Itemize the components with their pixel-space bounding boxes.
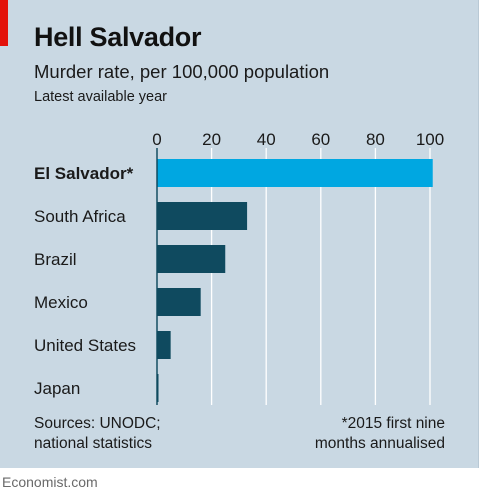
bar-chart: 0 20 40 60 80 100 El Salvador* South Africa Braz… — [34, 130, 444, 405]
footnote: *2015 first nine months annualised — [315, 414, 445, 454]
chart-subtitle-secondary: Latest available year — [34, 89, 167, 105]
footnote-line-2: months annualised — [314, 435, 445, 452]
x-tick-label: 60 — [311, 130, 330, 149]
source-line-2: national statistics — [34, 435, 153, 452]
category-label: Brazil — [34, 250, 77, 269]
bar — [157, 159, 433, 187]
economist-logo[interactable]: Economist.com — [2, 474, 98, 490]
bar — [157, 202, 248, 230]
source-note: Sources: UNODC; national statistics — [34, 414, 161, 454]
chart-panel — [0, 0, 479, 468]
category-label: Japan — [34, 379, 80, 398]
x-tick-label: 100 — [416, 130, 444, 149]
chart-title: Hell Salvador — [34, 22, 202, 52]
bar — [157, 288, 201, 316]
x-tick-label: 40 — [257, 130, 276, 149]
category-label: South Africa — [34, 207, 126, 226]
chart-subtitle: Murder rate, per 100,000 population — [34, 61, 330, 82]
x-tick-label: 0 — [152, 130, 161, 149]
category-label: El Salvador* — [34, 164, 134, 183]
category-label: Mexico — [34, 293, 88, 312]
brand-tab — [0, 0, 8, 46]
footnote-line-1: *2015 first nine — [341, 415, 445, 432]
bar — [157, 331, 171, 359]
bar — [157, 245, 226, 273]
category-label: United States — [34, 336, 136, 355]
x-tick-label: 80 — [366, 130, 385, 149]
x-tick-label: 20 — [202, 130, 221, 149]
source-line-1: Sources: UNODC; — [34, 415, 161, 432]
